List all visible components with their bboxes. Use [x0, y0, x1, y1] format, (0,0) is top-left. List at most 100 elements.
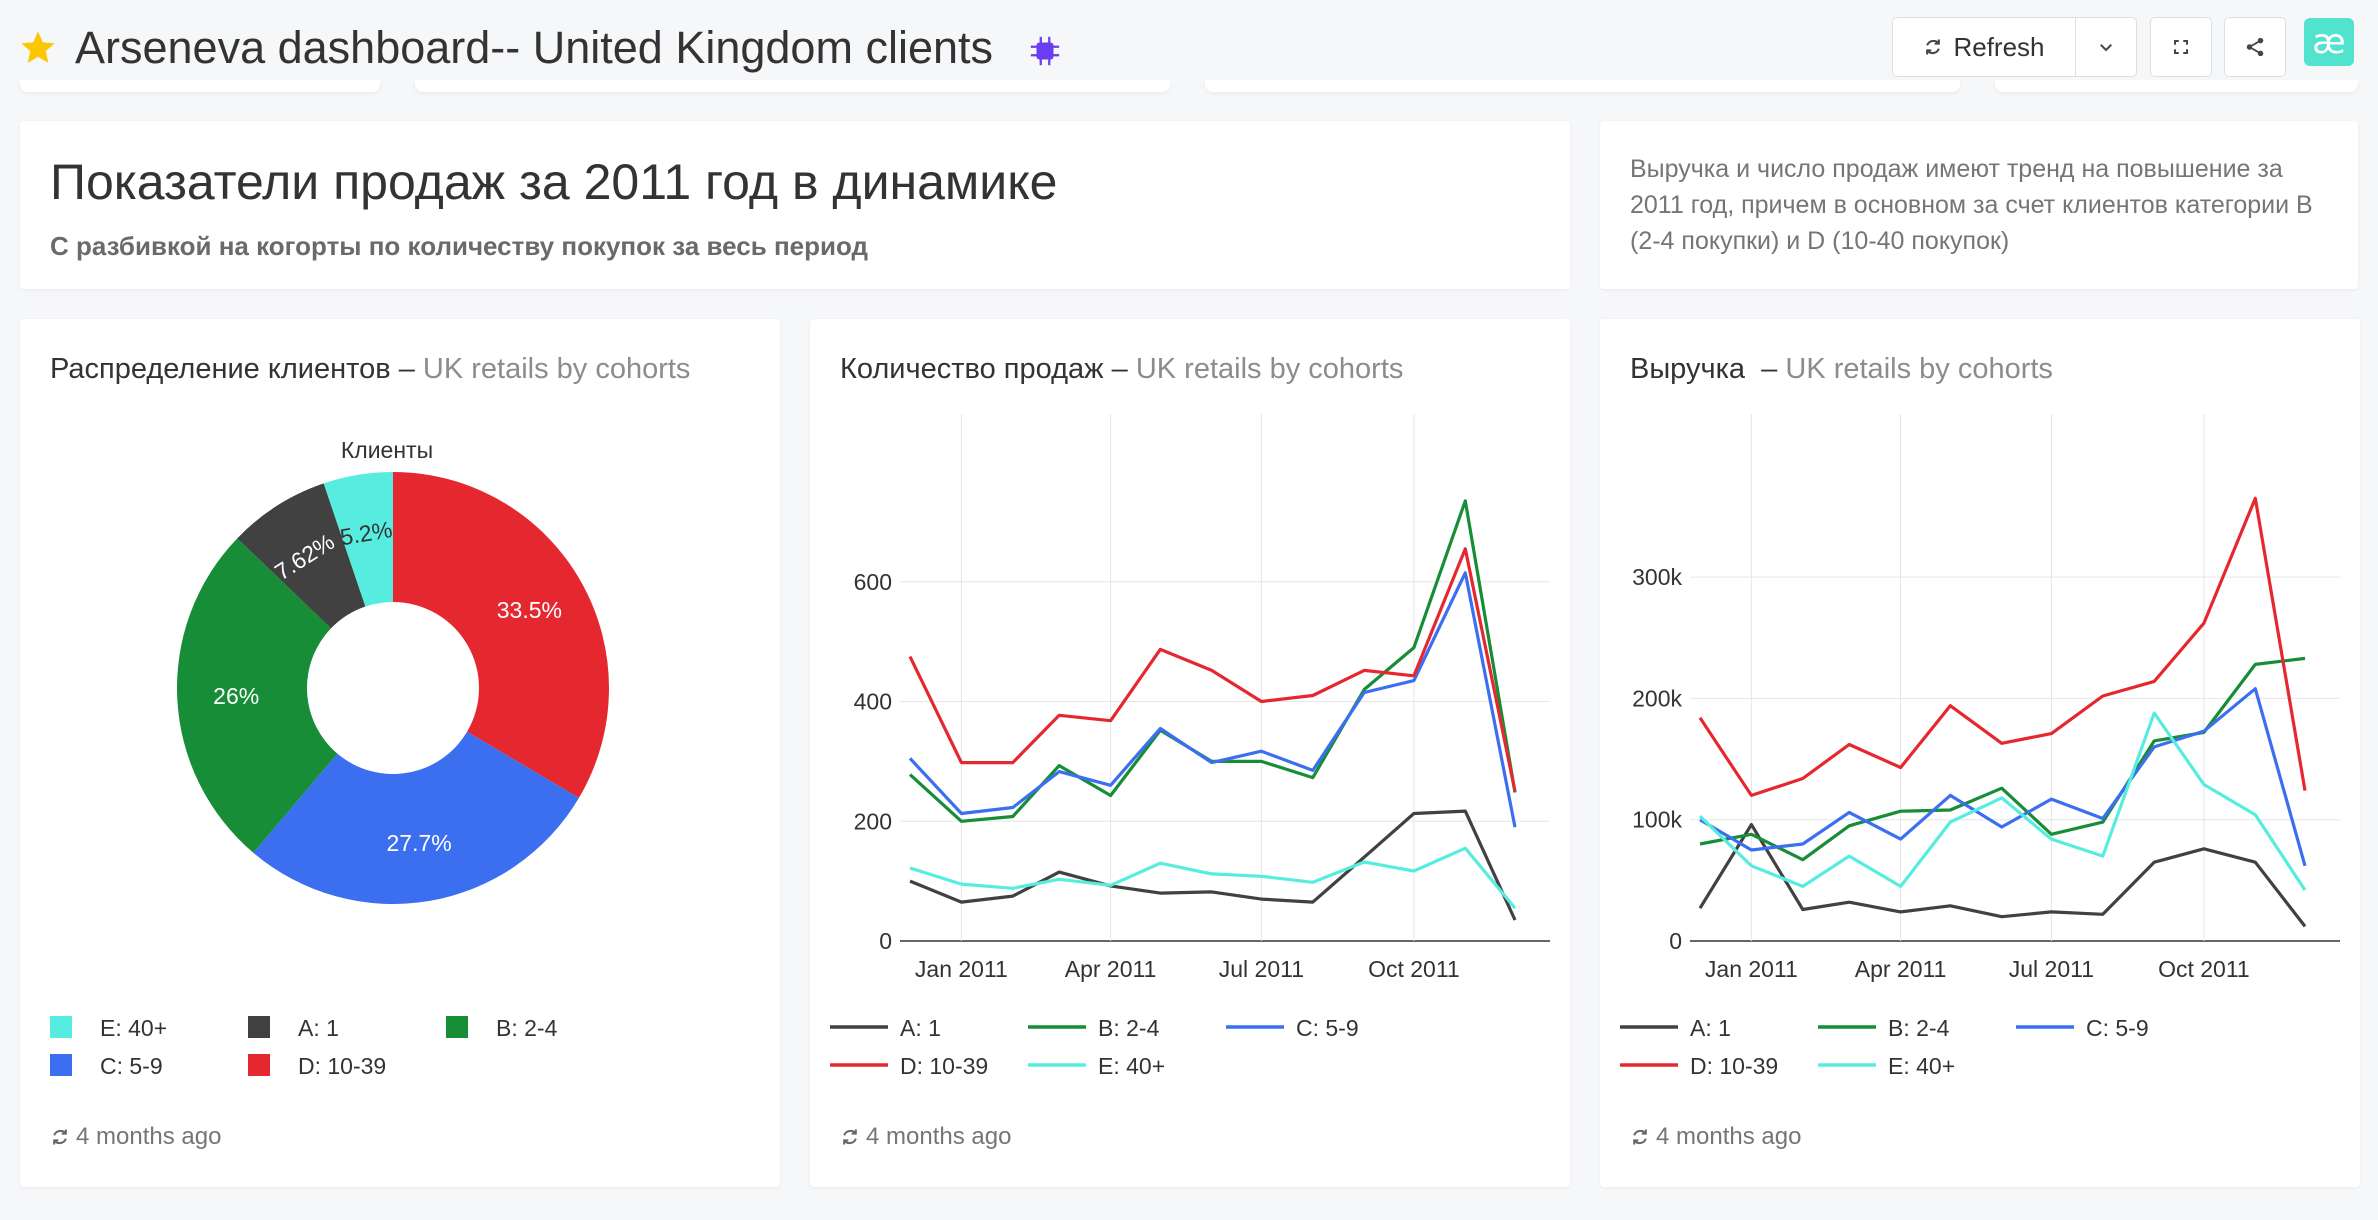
- legend-item[interactable]: B: 2-4: [1888, 1015, 1950, 1041]
- last-updated: 4 months ago: [840, 1123, 1011, 1151]
- legend-swatch: [446, 1016, 468, 1038]
- chart-title-main: Распределение клиентов: [50, 353, 391, 385]
- fullscreen-button[interactable]: [2150, 17, 2212, 77]
- legend-item[interactable]: A: 1: [900, 1015, 941, 1041]
- legend-item[interactable]: C: 5-9: [100, 1053, 163, 1079]
- chart-title-main: Количество продаж: [840, 353, 1104, 385]
- y-tick-label: 200k: [1632, 685, 1682, 711]
- series-line[interactable]: [1698, 823, 2307, 928]
- x-tick-label: Oct 2011: [2158, 956, 2250, 982]
- chart-title-main: Выручка: [1630, 353, 1746, 385]
- pie-slice[interactable]: [253, 731, 579, 904]
- x-tick-label: Jan 2011: [915, 956, 1008, 982]
- y-tick-label: 600: [854, 569, 892, 595]
- pie-slice-label: 33.5%: [497, 597, 562, 623]
- share-icon: [2246, 37, 2264, 57]
- sales-chart-card: Количество продаж – UK retails by cohort…: [810, 319, 1570, 1187]
- legend-item[interactable]: D: 10-39: [298, 1053, 386, 1079]
- revenue-chart-card: Выручка – UK retails by cohorts 0 100k 200…: [1600, 319, 2360, 1187]
- legend-item[interactable]: D: 10-39: [900, 1053, 988, 1079]
- y-tick-label: 300k: [1632, 564, 1682, 590]
- legend-item[interactable]: C: 5-9: [1296, 1015, 1359, 1041]
- y-tick-label: 200: [854, 808, 892, 834]
- refresh-small-icon: [53, 1129, 67, 1145]
- legend-item[interactable]: E: 40+: [1098, 1053, 1165, 1079]
- chart-title-sub: UK retails by cohorts: [422, 353, 691, 385]
- dashboard-header: Arseneva dashboard-- United Kingdom clie…: [0, 0, 2378, 96]
- pie-title: Клиенты: [341, 437, 433, 463]
- chevron-down-icon: [2100, 44, 2112, 52]
- x-tick-label: Apr 2011: [1065, 956, 1157, 982]
- legend-swatch: [50, 1016, 72, 1038]
- refresh-label: Refresh: [1953, 31, 2045, 62]
- legend-item[interactable]: B: 2-4: [496, 1015, 558, 1041]
- x-tick-label: Jul 2011: [1219, 956, 1304, 982]
- series-line[interactable]: [1698, 496, 2307, 797]
- legend-item[interactable]: D: 10-39: [1690, 1053, 1778, 1079]
- pie-slice[interactable]: [323, 472, 393, 607]
- dashboard-title: Arseneva dashboard-- United Kingdom clie…: [75, 22, 993, 73]
- chart-title-sub: UK retails by cohorts: [1785, 353, 2053, 385]
- chart-title[interactable]: Распределение клиентов – UK retails by c…: [50, 353, 691, 385]
- share-button[interactable]: [2224, 17, 2286, 77]
- legend-item[interactable]: C: 5-9: [2086, 1015, 2149, 1041]
- x-tick-label: Oct 2011: [1368, 956, 1460, 982]
- last-updated: 4 months ago: [50, 1123, 221, 1151]
- legend-item[interactable]: E: 40+: [100, 1015, 167, 1041]
- note-text: Выручка и число продаж имеют тренд на по…: [1630, 155, 2313, 255]
- pie-slice[interactable]: [176, 538, 338, 853]
- last-updated-text: 4 months ago: [76, 1123, 222, 1150]
- pie-slice[interactable]: [393, 472, 609, 798]
- certified-chip-icon: [1030, 36, 1060, 66]
- markdown-header-card: Показатели продаж за 2011 год в динамике…: [20, 121, 1570, 289]
- filter-strip: [1205, 80, 1960, 92]
- sales-line-chart: 0 200 400 600 Jan 2011 Apr 2011 Jul 2011 Oct 20…: [830, 414, 1550, 1079]
- markdown-note-card: Выручка и число продаж имеют тренд на по…: [1600, 121, 2358, 289]
- series-line[interactable]: [908, 547, 1517, 792]
- series-line[interactable]: [1699, 656, 2306, 862]
- legend-item[interactable]: A: 1: [1690, 1015, 1731, 1041]
- x-tick-label: Jul 2011: [2009, 956, 2094, 982]
- filter-strip: [415, 80, 1170, 92]
- legend-swatch: [248, 1054, 270, 1076]
- y-tick-label: 100k: [1632, 807, 1682, 833]
- filter-strip: [20, 80, 380, 92]
- pie-slice-label: 27.7%: [387, 830, 452, 856]
- legend-item[interactable]: A: 1: [298, 1015, 339, 1041]
- revenue-line-chart: 0 100k 200k 300k Jan 2011 Apr 2011 Jul 2011 Oct…: [1620, 414, 2340, 1079]
- filter-strip: [1995, 80, 2358, 92]
- series-line[interactable]: [1698, 711, 2307, 891]
- pie-slice-label: 26%: [213, 683, 259, 709]
- series-line[interactable]: [909, 846, 1517, 910]
- x-tick-label: Jan 2011: [1705, 956, 1798, 982]
- y-tick-label: 0: [1669, 928, 1682, 954]
- last-updated: 4 months ago: [1630, 1123, 1801, 1151]
- series-line[interactable]: [1699, 687, 2307, 867]
- series-line[interactable]: [908, 571, 1517, 828]
- y-tick-label: 0: [879, 928, 892, 954]
- legend-item[interactable]: B: 2-4: [1098, 1015, 1160, 1041]
- legend-item[interactable]: E: 40+: [1888, 1053, 1955, 1079]
- section-subtitle: С разбивкой на когорты по количеству пок…: [50, 231, 869, 261]
- last-updated-text: 4 months ago: [866, 1123, 1012, 1150]
- legend-swatch: [248, 1016, 270, 1038]
- favorite-star-icon[interactable]: [18, 28, 58, 68]
- legend-swatch: [50, 1054, 72, 1076]
- chart-title[interactable]: Количество продаж – UK retails by cohort…: [840, 353, 1404, 385]
- fullscreen-icon: [2174, 40, 2188, 54]
- refresh-small-icon: [1633, 1129, 1647, 1145]
- pie-slice[interactable]: [237, 483, 366, 629]
- refresh-options-dropdown[interactable]: [2075, 17, 2137, 77]
- chart-title[interactable]: Выручка – UK retails by cohorts: [1630, 353, 2053, 385]
- chart-title-sub: UK retails by cohorts: [1135, 353, 1404, 385]
- refresh-icon: [1926, 39, 1941, 55]
- series-line[interactable]: [909, 809, 1517, 921]
- refresh-button[interactable]: Refresh: [1892, 17, 2076, 77]
- pie-chart-card: Распределение клиентов – UK retails by c…: [20, 319, 780, 1187]
- refresh-small-icon: [843, 1129, 857, 1145]
- x-tick-label: Apr 2011: [1855, 956, 1947, 982]
- last-updated-text: 4 months ago: [1656, 1123, 1802, 1150]
- app-logo[interactable]: æ: [2304, 18, 2354, 66]
- section-title: Показатели продаж за 2011 год в динамике: [50, 154, 1058, 210]
